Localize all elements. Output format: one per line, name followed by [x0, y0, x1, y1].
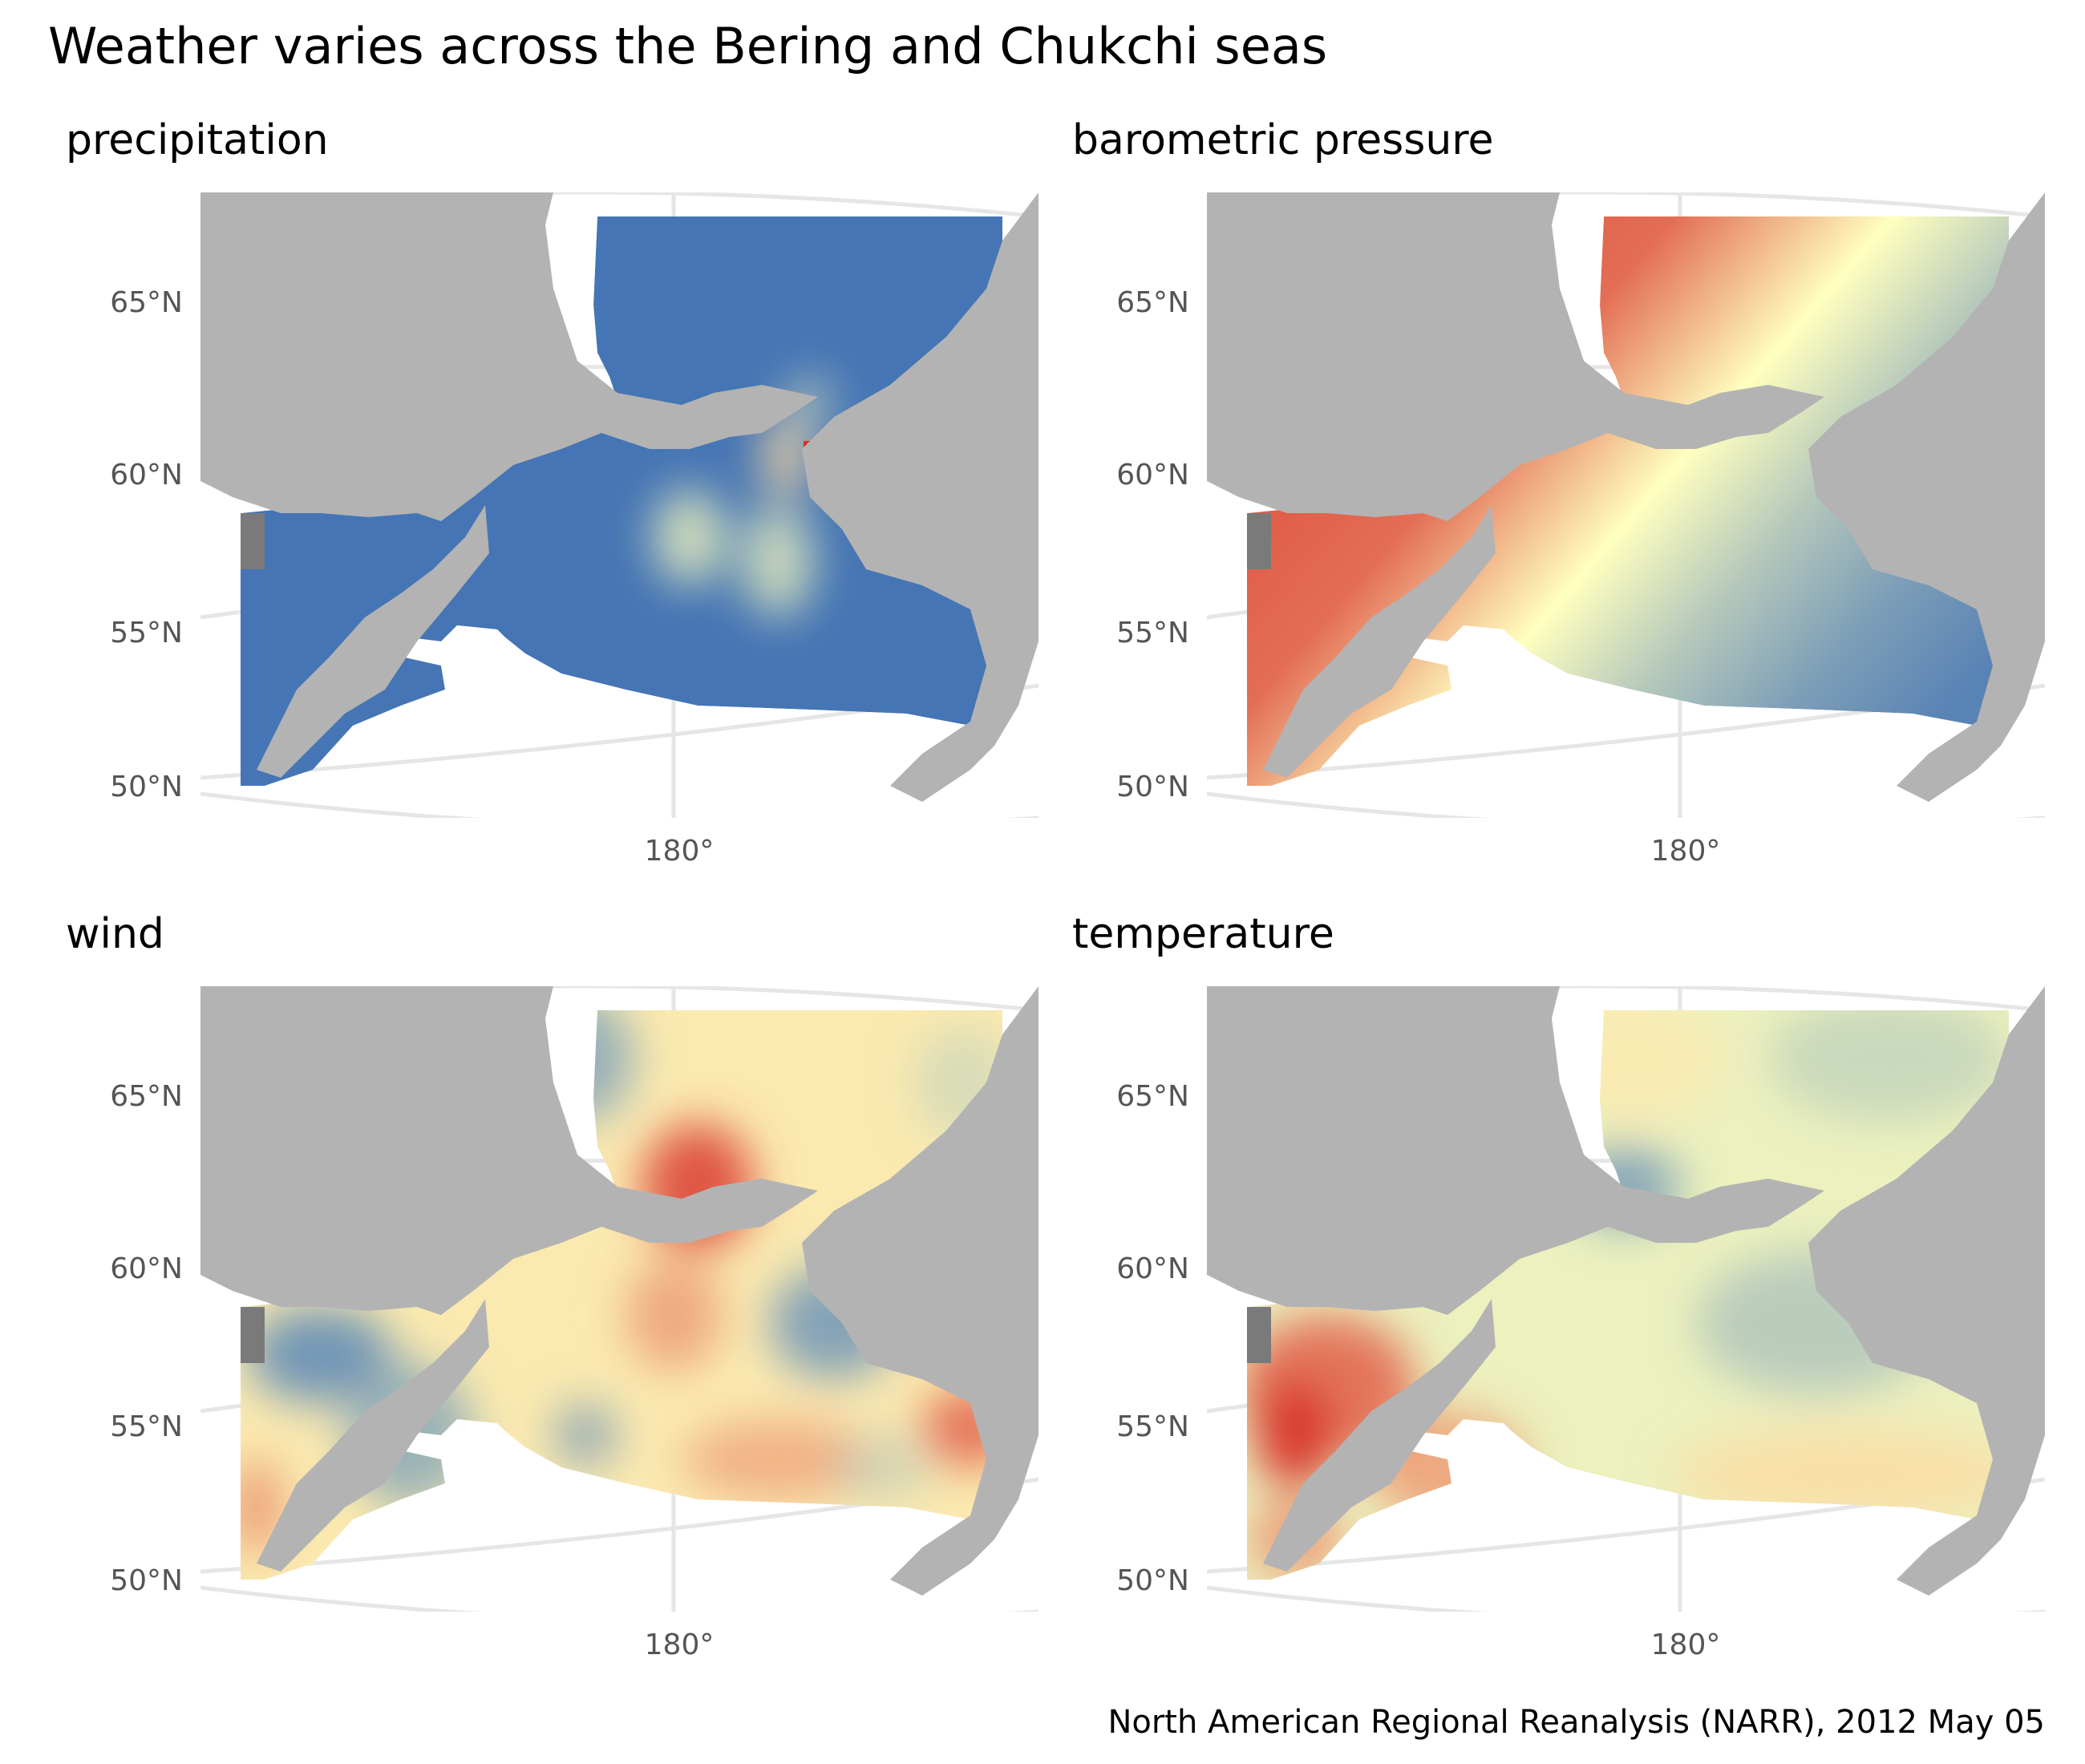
russia-landmass	[200, 192, 818, 521]
panel-title-precipitation: precipitation	[66, 116, 329, 164]
map-wind	[200, 986, 1038, 1612]
lat-label-55: 55°N	[110, 617, 183, 649]
wind-patch	[241, 1459, 281, 1556]
precip-patch	[654, 489, 726, 585]
figure-title: Weather varies across the Bering and Chu…	[48, 17, 1328, 75]
precip-patch	[762, 417, 810, 497]
temp-patch	[1672, 1427, 2009, 1523]
russia-landmass	[200, 986, 818, 1315]
lat-label-60: 60°N	[1116, 459, 1189, 492]
out-of-range-land	[241, 513, 265, 569]
lon-label-180: 180°	[1650, 1628, 1721, 1661]
lat-label-65: 65°N	[110, 286, 183, 319]
out-of-range-land	[241, 1307, 265, 1363]
lat-label-60: 60°N	[110, 1252, 183, 1285]
precip-patch	[742, 505, 814, 617]
panel-temperature: temperature 65°N 60°N 55°N 50°N 180°	[1055, 906, 2061, 1700]
lat-label-50: 50°N	[1116, 1564, 1189, 1597]
lat-label-50: 50°N	[110, 771, 183, 803]
alaska-landmass	[802, 192, 1038, 802]
field-layer	[241, 216, 1002, 786]
map-temperature	[1207, 986, 2045, 1612]
land-layer	[200, 986, 1038, 1596]
lon-label-180: 180°	[1650, 835, 1721, 868]
lon-label-180: 180°	[644, 1628, 715, 1661]
kamchatka-landmass	[257, 1299, 489, 1572]
alaska-landmass	[1808, 986, 2045, 1596]
lon-label-180: 180°	[644, 835, 715, 868]
land-layer	[1207, 192, 2045, 802]
field-layer	[1247, 216, 2009, 786]
lat-label-55: 55°N	[1116, 1410, 1189, 1443]
wind-patch	[834, 1435, 930, 1499]
russia-landmass	[1207, 986, 1824, 1315]
wind-patch	[626, 1259, 722, 1371]
panel-title-temperature: temperature	[1072, 910, 1334, 958]
wind-patch	[553, 1403, 617, 1467]
land-layer	[1207, 986, 2045, 1596]
temp-patch	[1255, 1379, 1335, 1491]
lat-label-50: 50°N	[1116, 771, 1189, 803]
lat-label-65: 65°N	[1116, 1080, 1189, 1113]
panel-precipitation: precipitation 65°N 60°N 55°N 50°N 180°	[48, 112, 1055, 906]
lat-label-65: 65°N	[110, 1080, 183, 1113]
out-of-range-land	[1247, 513, 1271, 569]
map-barometric-pressure	[1207, 192, 2045, 818]
temp-patch	[1768, 1010, 2009, 1123]
alaska-landmass	[1808, 192, 2045, 802]
map-precipitation	[200, 192, 1038, 818]
alaska-landmass	[802, 986, 1038, 1596]
russia-landmass	[1207, 192, 1824, 521]
panel-barometric-pressure: barometric pressure 65°N 60°N 55°N 50°N …	[1055, 112, 2061, 906]
wind-patch	[682, 1419, 874, 1499]
kamchatka-landmass	[1263, 505, 1496, 778]
kamchatka-landmass	[1263, 1299, 1496, 1572]
figure-caption: North American Regional Reanalysis (NARR…	[1107, 1704, 2045, 1741]
lat-label-65: 65°N	[1116, 286, 1189, 319]
out-of-range-land	[1247, 1307, 1271, 1363]
land-layer	[200, 192, 1038, 802]
panel-wind: wind 65°N 60°N 55°N 50°N 180°	[48, 906, 1055, 1700]
panel-title-wind: wind	[66, 910, 164, 958]
lat-label-55: 55°N	[110, 1410, 183, 1443]
lat-label-55: 55°N	[1116, 617, 1189, 649]
wind-patch	[249, 1307, 393, 1403]
lat-label-60: 60°N	[110, 459, 183, 492]
lat-label-60: 60°N	[1116, 1252, 1189, 1285]
kamchatka-landmass	[257, 505, 489, 778]
lat-label-50: 50°N	[110, 1564, 183, 1597]
panel-title-barometric-pressure: barometric pressure	[1072, 116, 1494, 164]
